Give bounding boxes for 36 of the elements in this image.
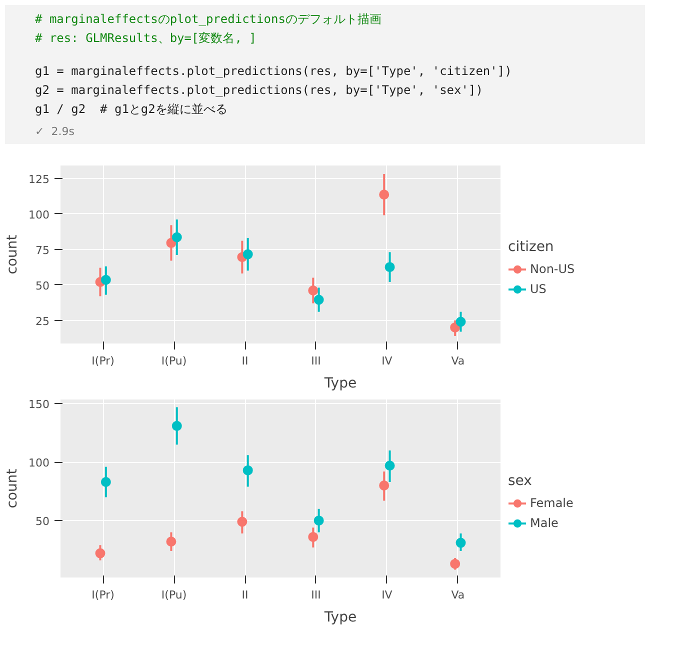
text: # marginaleffectsのplot_predictionsのデフォルト描画 [35,11,382,28]
text: g2 = marginaleffects.plot_predictions(res, by=['Type', 'sex']) [35,82,484,99]
x-tick-label: IV [382,354,393,368]
y-tick-label: 100 [28,456,50,470]
legend-label: Male [530,516,558,530]
x-tick-label: Va [451,354,465,368]
y-tick-label: 125 [28,172,50,186]
text: g1 / g2 # g1とg2を縦に並べる [35,101,228,118]
text: # res: GLMResults、by=[変数名, ] [35,30,258,47]
legend-title: sex [508,473,533,489]
y-tick-label: 100 [28,208,50,222]
legend-title: citizen [508,239,555,255]
text: ✓ 2.9s [35,124,76,140]
x-axis-title: Type [323,610,357,626]
y-tick-label: 25 [36,314,50,328]
text: g1 = marginaleffects.plot_predictions(res, by=['Type', 'citizen']) [35,63,513,80]
legend-label: Female [530,496,574,510]
x-tick-label: III [311,354,321,368]
legend-label: Non-US [530,262,575,276]
x-tick-label: II [242,588,248,602]
y-tick-label: 150 [28,398,50,412]
x-tick-label: III [311,588,321,602]
x-tick-label: I(Pr) [92,354,114,368]
x-tick-label: Va [451,588,465,602]
x-axis-title: Type [323,376,357,392]
x-tick-label: I(Pu) [161,588,187,602]
y-tick-label: 75 [36,244,50,257]
y-tick-label: 50 [36,279,50,292]
y-axis-title: count [4,468,21,508]
y-axis-title: count [4,234,21,274]
y-tick-label: 50 [36,515,50,528]
x-tick-label: II [242,354,248,368]
x-tick-label: I(Pr) [92,588,114,602]
legend-label: US [530,282,548,296]
x-tick-label: I(Pu) [161,354,187,368]
x-tick-label: IV [382,588,393,602]
